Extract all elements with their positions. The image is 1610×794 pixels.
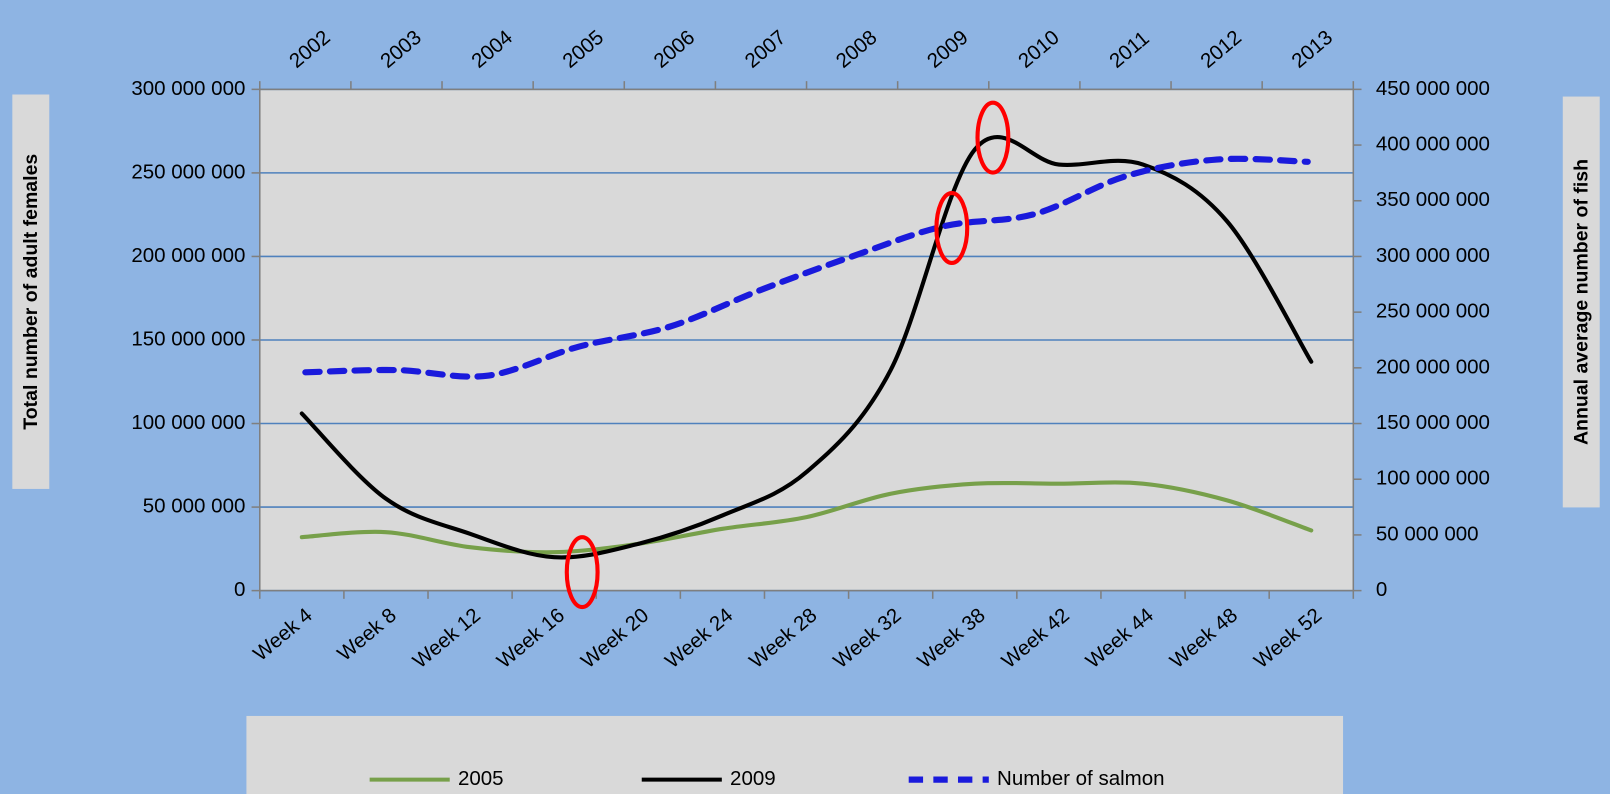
y-tick-label: 200 000 000 (131, 244, 245, 267)
y-tick-label: 250 000 000 (131, 160, 245, 183)
y2-tick-label: 350 000 000 (1376, 188, 1490, 211)
y-tick-label: 0 (234, 578, 245, 601)
y2-axis-title: Annual average number of fish (1570, 159, 1592, 445)
y2-tick-label: 300 000 000 (1376, 244, 1490, 267)
y2-title-box (1562, 96, 1600, 508)
y-axis-title: Total number of adult females (20, 154, 42, 430)
y2-tick-label: 0 (1376, 578, 1387, 601)
series-line (299, 480, 1314, 555)
legend-label: Number of salmon (997, 767, 1165, 790)
legend-label: 2009 (730, 767, 776, 790)
legend-label: 2005 (458, 767, 504, 790)
series-line (299, 135, 1314, 560)
highlight-ellipse (975, 100, 1011, 175)
highlight-ellipse (934, 191, 970, 266)
y2-tick-label: 250 000 000 (1376, 300, 1490, 323)
y-title-box (12, 94, 50, 489)
y2-tick-label: 400 000 000 (1376, 132, 1490, 155)
y-tick-label: 300 000 000 (131, 77, 245, 100)
annotations (564, 100, 1011, 610)
y2-tick-label: 150 000 000 (1376, 411, 1490, 434)
y2-tick-label: 200 000 000 (1376, 355, 1490, 378)
highlight-ellipse (564, 535, 600, 610)
y-tick-label: 50 000 000 (143, 494, 246, 517)
y-tick-label: 150 000 000 (131, 327, 245, 350)
y2-tick-label: 50 000 000 (1376, 522, 1479, 545)
y2-tick-label: 450 000 000 (1376, 77, 1490, 100)
series-line (302, 155, 1311, 380)
y-tick-label: 100 000 000 (131, 411, 245, 434)
y2-tick-label: 100 000 000 (1376, 467, 1490, 490)
legend-box (246, 715, 1344, 794)
